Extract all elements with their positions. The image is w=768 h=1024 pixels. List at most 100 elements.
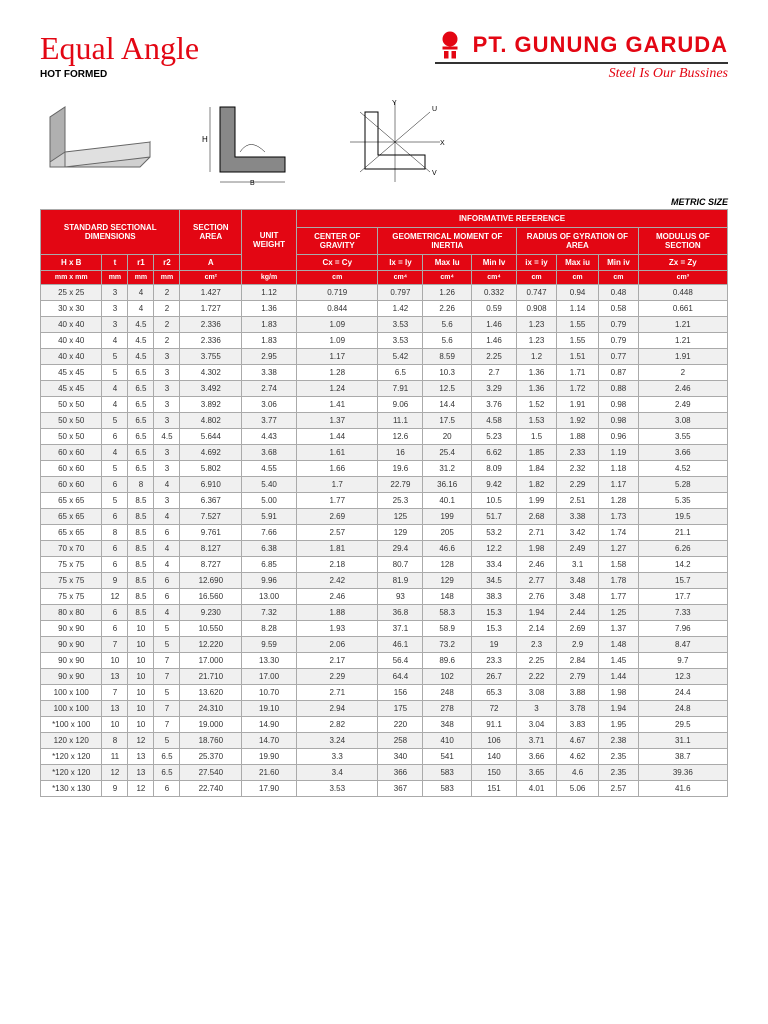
table-cell: 75 x 75 xyxy=(41,573,102,589)
table-cell: 3.06 xyxy=(242,397,297,413)
table-cell: 2.95 xyxy=(242,349,297,365)
table-header: mm xyxy=(128,271,154,285)
table-cell: 7.33 xyxy=(638,605,727,621)
table-header: Min iv xyxy=(599,255,638,271)
tagline: Steel Is Our Bussines xyxy=(435,62,728,82)
table-header: r1 xyxy=(128,255,154,271)
table-cell: 2.76 xyxy=(517,589,557,605)
table-cell: 1.94 xyxy=(517,605,557,621)
table-row: 75 x 7568.548.7276.852.1880.712833.42.46… xyxy=(41,557,728,573)
table-cell: 1.53 xyxy=(517,413,557,429)
table-cell: 10 xyxy=(128,621,154,637)
table-cell: 1.25 xyxy=(599,605,638,621)
diagram-section: H B xyxy=(190,97,310,187)
table-cell: 1.83 xyxy=(242,333,297,349)
table-cell: 3.66 xyxy=(638,445,727,461)
table-cell: 2.71 xyxy=(297,685,378,701)
table-cell: 2.22 xyxy=(517,669,557,685)
table-cell: 4 xyxy=(102,333,128,349)
table-cell: 4.5 xyxy=(128,349,154,365)
table-cell: *100 x 100 xyxy=(41,717,102,733)
table-cell: 1.88 xyxy=(297,605,378,621)
table-cell: 1.82 xyxy=(517,477,557,493)
table-cell: 17.90 xyxy=(242,781,297,797)
table-row: 40 x 4044.522.3361.831.093.535.61.461.23… xyxy=(41,333,728,349)
table-cell: 7.96 xyxy=(638,621,727,637)
table-cell: 1.21 xyxy=(638,333,727,349)
table-cell: 2.74 xyxy=(242,381,297,397)
table-cell: 3 xyxy=(102,317,128,333)
table-cell: 3.755 xyxy=(180,349,242,365)
table-cell: 65 x 65 xyxy=(41,493,102,509)
table-cell: 36.8 xyxy=(378,605,423,621)
diagram-axes: X Y U V xyxy=(340,97,460,187)
table-cell: 0.87 xyxy=(599,365,638,381)
table-cell: 1.427 xyxy=(180,285,242,301)
table-cell: 9.7 xyxy=(638,653,727,669)
table-cell: 0.59 xyxy=(471,301,516,317)
table-cell: 4.5 xyxy=(128,317,154,333)
table-cell: 13 xyxy=(102,701,128,717)
table-cell: 2.25 xyxy=(517,653,557,669)
table-header: cm xyxy=(297,271,378,285)
table-cell: 1.37 xyxy=(599,621,638,637)
table-cell: 10 xyxy=(128,685,154,701)
table-cell: 3.08 xyxy=(638,413,727,429)
table-cell: 16 xyxy=(378,445,423,461)
table-cell: 6 xyxy=(154,525,180,541)
table-header: GEOMETRICAL MOMENT OF INERTIA xyxy=(378,228,517,255)
table-cell: 46.1 xyxy=(378,637,423,653)
table-cell: 129 xyxy=(423,573,472,589)
table-cell: 25.4 xyxy=(423,445,472,461)
table-cell: 10 xyxy=(102,653,128,669)
table-cell: 38.7 xyxy=(638,749,727,765)
table-cell: 8.5 xyxy=(128,557,154,573)
table-cell: 5 xyxy=(102,461,128,477)
table-cell: 0.908 xyxy=(517,301,557,317)
table-cell: 9.761 xyxy=(180,525,242,541)
table-cell: 7.91 xyxy=(378,381,423,397)
table-cell: 6.62 xyxy=(471,445,516,461)
table-row: 65 x 6588.569.7617.662.5712920553.22.713… xyxy=(41,525,728,541)
table-cell: 4.52 xyxy=(638,461,727,477)
table-cell: 2.44 xyxy=(556,605,598,621)
table-cell: 3 xyxy=(154,381,180,397)
table-cell: 40 x 40 xyxy=(41,317,102,333)
table-cell: 6.5 xyxy=(378,365,423,381)
table-cell: 8.5 xyxy=(128,541,154,557)
table-row: *130 x 130912622.74017.903.533675831514.… xyxy=(41,781,728,797)
table-cell: 2.336 xyxy=(180,333,242,349)
table-cell: 0.88 xyxy=(599,381,638,397)
svg-text:V: V xyxy=(432,170,437,177)
table-cell: 6 xyxy=(102,509,128,525)
table-row: 50 x 5066.54.55.6444.431.4412.6205.231.5… xyxy=(41,429,728,445)
table-cell: 5 xyxy=(154,621,180,637)
table-header: SECTION AREA xyxy=(180,210,242,255)
table-cell: 3.4 xyxy=(297,765,378,781)
table-cell: 1.61 xyxy=(297,445,378,461)
table-cell: 21.710 xyxy=(180,669,242,685)
table-row: 90 x 90710512.2209.592.0646.173.2192.32.… xyxy=(41,637,728,653)
table-cell: 7 xyxy=(154,717,180,733)
table-cell: 1.26 xyxy=(423,285,472,301)
table-header: cm⁴ xyxy=(423,271,472,285)
table-cell: 1.77 xyxy=(599,589,638,605)
table-row: 65 x 6568.547.5275.912.6912519951.72.683… xyxy=(41,509,728,525)
table-cell: 1.23 xyxy=(517,317,557,333)
table-cell: 2.49 xyxy=(556,541,598,557)
table-header: kg/m xyxy=(242,271,297,285)
table-cell: 7 xyxy=(154,669,180,685)
table-cell: 3.68 xyxy=(242,445,297,461)
table-row: 65 x 6558.536.3675.001.7725.340.110.51.9… xyxy=(41,493,728,509)
svg-text:B: B xyxy=(250,180,255,187)
table-cell: 102 xyxy=(423,669,472,685)
table-cell: 248 xyxy=(423,685,472,701)
table-cell: *120 x 120 xyxy=(41,749,102,765)
table-cell: 3 xyxy=(154,413,180,429)
table-cell: 6.5 xyxy=(154,765,180,781)
main-title: Equal Angle xyxy=(40,30,199,67)
table-cell: 6 xyxy=(154,589,180,605)
table-cell: 81.9 xyxy=(378,573,423,589)
table-cell: 0.448 xyxy=(638,285,727,301)
table-cell: 2.46 xyxy=(297,589,378,605)
